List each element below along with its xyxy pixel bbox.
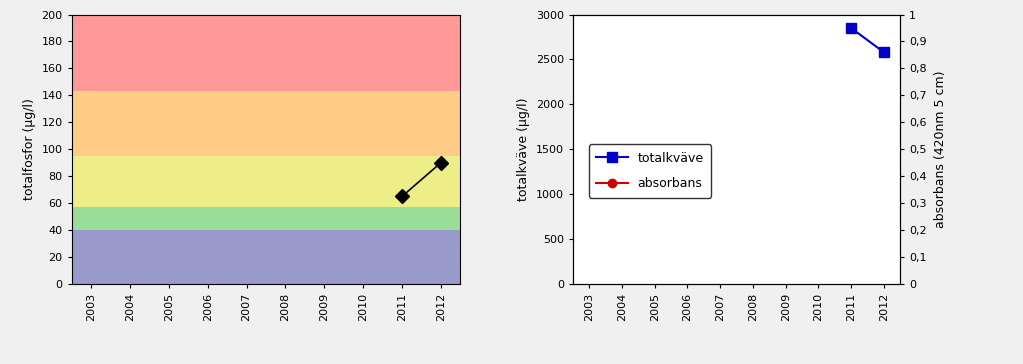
Y-axis label: totalkväve (µg/l): totalkväve (µg/l) <box>518 98 530 201</box>
Y-axis label: totalfosfor (µg/l): totalfosfor (µg/l) <box>23 98 36 200</box>
Bar <box>72 15 460 91</box>
Bar <box>72 207 460 230</box>
Legend: totalkväve, absorbans: totalkväve, absorbans <box>589 144 711 198</box>
Bar <box>72 230 460 284</box>
Bar <box>72 156 460 207</box>
Y-axis label: absorbans (420nm 5 cm): absorbans (420nm 5 cm) <box>934 71 947 228</box>
Bar <box>72 91 460 156</box>
